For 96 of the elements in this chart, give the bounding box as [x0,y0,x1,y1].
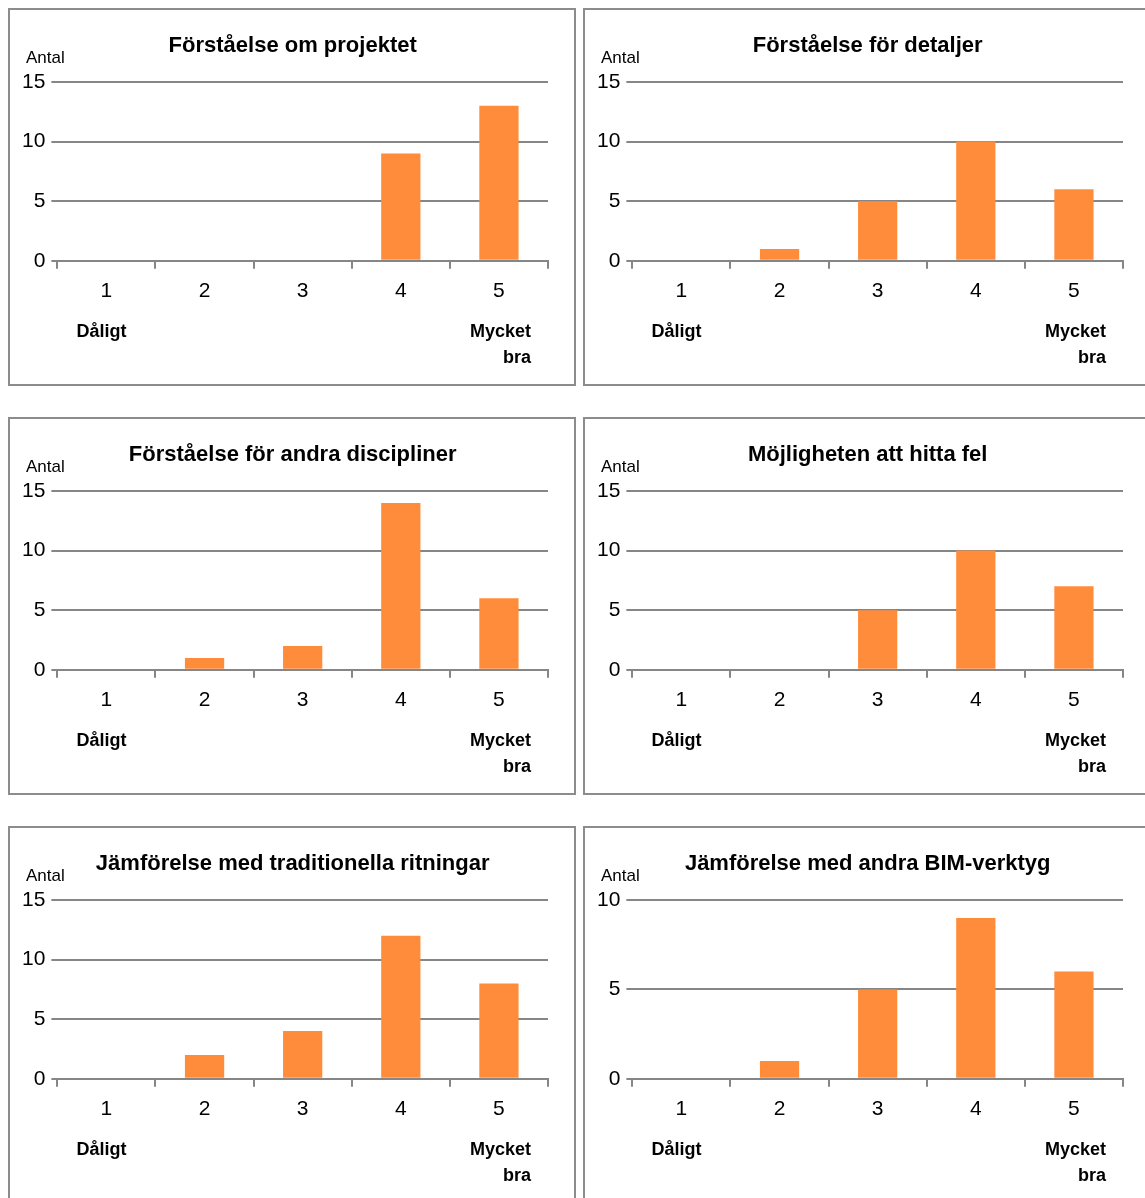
text: Dåligt [76,1138,127,1159]
bar [381,935,421,1078]
x-tick-label: 4 [969,278,982,302]
x-tick-label: 3 [296,687,309,711]
x-tick-label: 3 [871,1096,884,1120]
y-tick-label: 15 [597,68,621,92]
y-tick-label: 10 [597,537,621,561]
x-tick-label: 5 [493,1096,505,1120]
bar [184,1054,225,1078]
text: Mycket bra [469,729,532,776]
bar [858,989,898,1078]
y-tick-label: 0 [608,247,621,271]
bar [858,610,898,669]
chart-title: Jämförelse med traditionella ritningar [95,850,490,876]
x-tick-label: 4 [394,1096,407,1120]
text: Mycket bra [1044,1138,1107,1185]
x-tick-label: 1 [100,1096,113,1120]
x-tick-label: 3 [296,1096,309,1120]
y-tick-label: 0 [608,656,621,680]
chart-title: Förståelse för detaljer [752,32,984,58]
y-tick-label: 0 [33,247,46,271]
bar [956,917,996,1078]
x-tick-label: 2 [198,278,211,302]
bar [1054,971,1094,1078]
x-tick-label: 3 [871,278,884,302]
y-tick-label: 5 [608,976,621,1000]
y-axis-title: Antal [601,865,640,885]
bar [956,141,996,260]
x-tick-label: 3 [296,278,309,302]
y-axis-title: Antal [26,865,65,885]
text: Dåligt [651,729,702,750]
x-tick-label: 4 [394,278,407,302]
y-axis-title: Antal [26,47,65,67]
bar [479,983,519,1078]
y-tick-label: 15 [22,68,46,92]
text: Dåligt [76,320,127,341]
y-tick-label: 5 [33,597,46,620]
y-tick-label: 0 [33,1065,46,1089]
x-tick-label: 2 [773,278,786,302]
x-tick-label: 5 [1068,278,1080,302]
y-tick-label: 15 [22,886,46,910]
x-tick-label: 3 [871,687,884,711]
bar [381,502,421,669]
y-axis-title: Antal [601,456,640,476]
chart-title: Möjligheten att hitta fel [747,441,988,467]
x-tick-label: 5 [1068,687,1080,711]
text: Mycket bra [1044,320,1107,367]
y-tick-label: 0 [33,656,46,680]
x-tick-label: 4 [969,687,982,711]
chart-title: Förståelse för andra discipliner [128,441,457,467]
text: Mycket bra [469,320,532,367]
y-tick-label: 15 [597,477,621,501]
chart-title: Förståelse om projektet [168,32,418,58]
bar [1054,586,1094,669]
bar [1054,189,1094,260]
text: Dåligt [76,729,127,750]
y-axis-title: Antal [26,456,65,476]
x-tick-label: 5 [1068,1096,1080,1120]
y-tick-label: 15 [22,477,46,501]
x-tick-label: 4 [969,1096,982,1120]
bar [479,598,519,669]
y-tick-label: 5 [608,597,621,620]
text: Mycket bra [469,1138,532,1185]
x-tick-label: 1 [675,278,688,302]
text: Mycket bra [1044,729,1107,776]
bar [759,1060,800,1078]
x-tick-label: 5 [493,278,505,302]
bar [283,1031,323,1078]
y-tick-label: 10 [22,128,46,152]
y-tick-label: 10 [22,946,46,970]
bar [858,201,898,260]
y-axis-title: Antal [601,47,640,67]
x-tick-label: 1 [100,278,113,302]
x-tick-label: 2 [773,687,786,711]
x-tick-label: 2 [198,687,211,711]
bar [283,645,323,669]
bar [759,248,800,260]
bar [184,657,225,669]
x-tick-label: 2 [773,1096,786,1120]
x-tick-label: 1 [675,1096,688,1120]
y-tick-label: 5 [608,188,621,211]
y-tick-label: 10 [597,128,621,152]
y-tick-label: 5 [33,188,46,211]
x-tick-label: 4 [394,687,407,711]
x-tick-label: 2 [198,1096,211,1120]
y-tick-label: 10 [22,537,46,561]
y-tick-label: 10 [597,886,621,910]
bar [956,550,996,669]
text: Dåligt [651,1138,702,1159]
x-tick-label: 1 [100,687,113,711]
chart-title: Jämförelse med andra BIM-verktyg [684,850,1051,876]
x-tick-label: 1 [675,687,688,711]
x-tick-label: 5 [493,687,505,711]
y-tick-label: 0 [608,1065,621,1089]
y-tick-label: 5 [33,1006,46,1029]
text: Dåligt [651,320,702,341]
